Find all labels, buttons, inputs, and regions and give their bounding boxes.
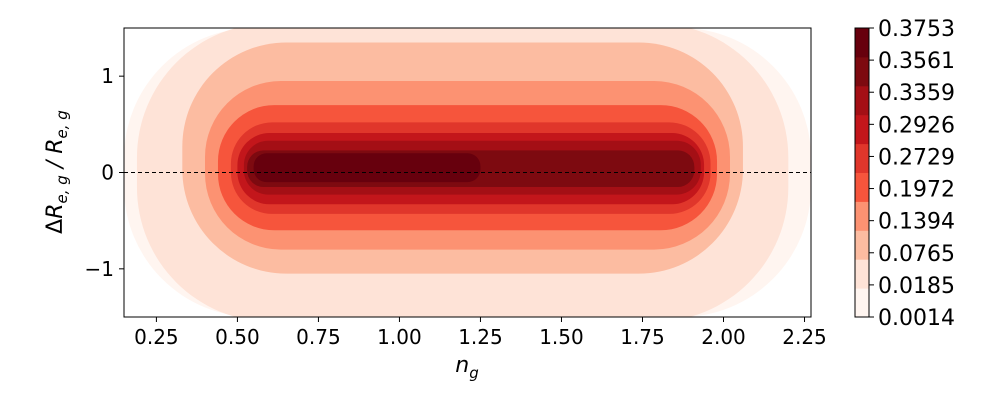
colorbar-tick-label: 0.3753 xyxy=(878,17,955,42)
colorbar-tick-label: 0.1972 xyxy=(878,178,955,203)
colorbar: 0.0014 0.0185 0.0765 0.1394 0.1972 0.2729 0.29… xyxy=(854,17,955,331)
x-tick-label: 1.00 xyxy=(377,325,422,349)
x-tick-label: 1.50 xyxy=(539,325,584,349)
y-tick-label: −1 xyxy=(85,257,114,281)
colorbar-band xyxy=(855,259,869,289)
x-tick-label: 1.25 xyxy=(458,325,503,349)
colorbar-band xyxy=(855,85,869,116)
colorbar-tick-label: 0.1394 xyxy=(878,210,955,235)
colorbar-band xyxy=(855,172,869,202)
x-tick-label: 2.00 xyxy=(701,325,746,349)
contour-layer xyxy=(124,28,811,317)
colorbar-band xyxy=(855,28,869,58)
y-tick-label: 1 xyxy=(101,64,114,88)
colorbar-band xyxy=(855,114,869,145)
colorbar-band xyxy=(855,56,869,87)
y-tick-label: 0 xyxy=(101,161,114,185)
colorbar-tick-label: 0.3359 xyxy=(878,81,955,106)
y-axis-ticks: −1 0 1 xyxy=(85,64,124,281)
contour-level-9 xyxy=(253,153,481,183)
x-tick-label: 0.25 xyxy=(134,325,179,349)
colorbar-band xyxy=(855,230,869,260)
colorbar-tick-label: 0.2729 xyxy=(878,145,955,170)
colorbar-band xyxy=(855,288,869,318)
y-axis-label: ΔRe, g / Re, g xyxy=(43,110,71,234)
colorbar-tick-label: 0.3561 xyxy=(878,49,955,74)
colorbar-frame xyxy=(854,27,870,318)
x-axis-ticks: 0.25 0.50 0.75 1.00 1.25 1.50 1.75 2.00 2.25 xyxy=(134,317,827,349)
x-tick-label: 0.50 xyxy=(215,325,260,349)
x-tick-label: 2.25 xyxy=(782,325,827,349)
x-tick-label: 0.75 xyxy=(296,325,341,349)
colorbar-tick-label: 0.0765 xyxy=(878,242,955,267)
colorbar-band xyxy=(855,201,869,231)
colorbar-tick-label: 0.2926 xyxy=(878,113,955,138)
x-tick-label: 1.75 xyxy=(620,325,665,349)
colorbar-tick-label: 0.0185 xyxy=(878,274,955,299)
x-axis-label: ng xyxy=(455,353,478,382)
colorbar-tick-label: 0.0014 xyxy=(878,306,955,331)
colorbar-band xyxy=(855,143,869,173)
